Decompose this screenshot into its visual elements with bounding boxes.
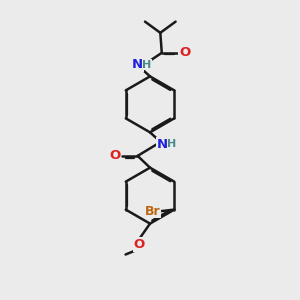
Text: H: H	[167, 139, 177, 149]
Text: O: O	[179, 46, 190, 59]
Text: N: N	[132, 58, 143, 71]
Text: Br: Br	[145, 205, 160, 218]
Text: O: O	[109, 149, 120, 162]
Text: O: O	[134, 238, 145, 251]
Text: N: N	[157, 138, 168, 151]
Text: H: H	[142, 60, 152, 70]
